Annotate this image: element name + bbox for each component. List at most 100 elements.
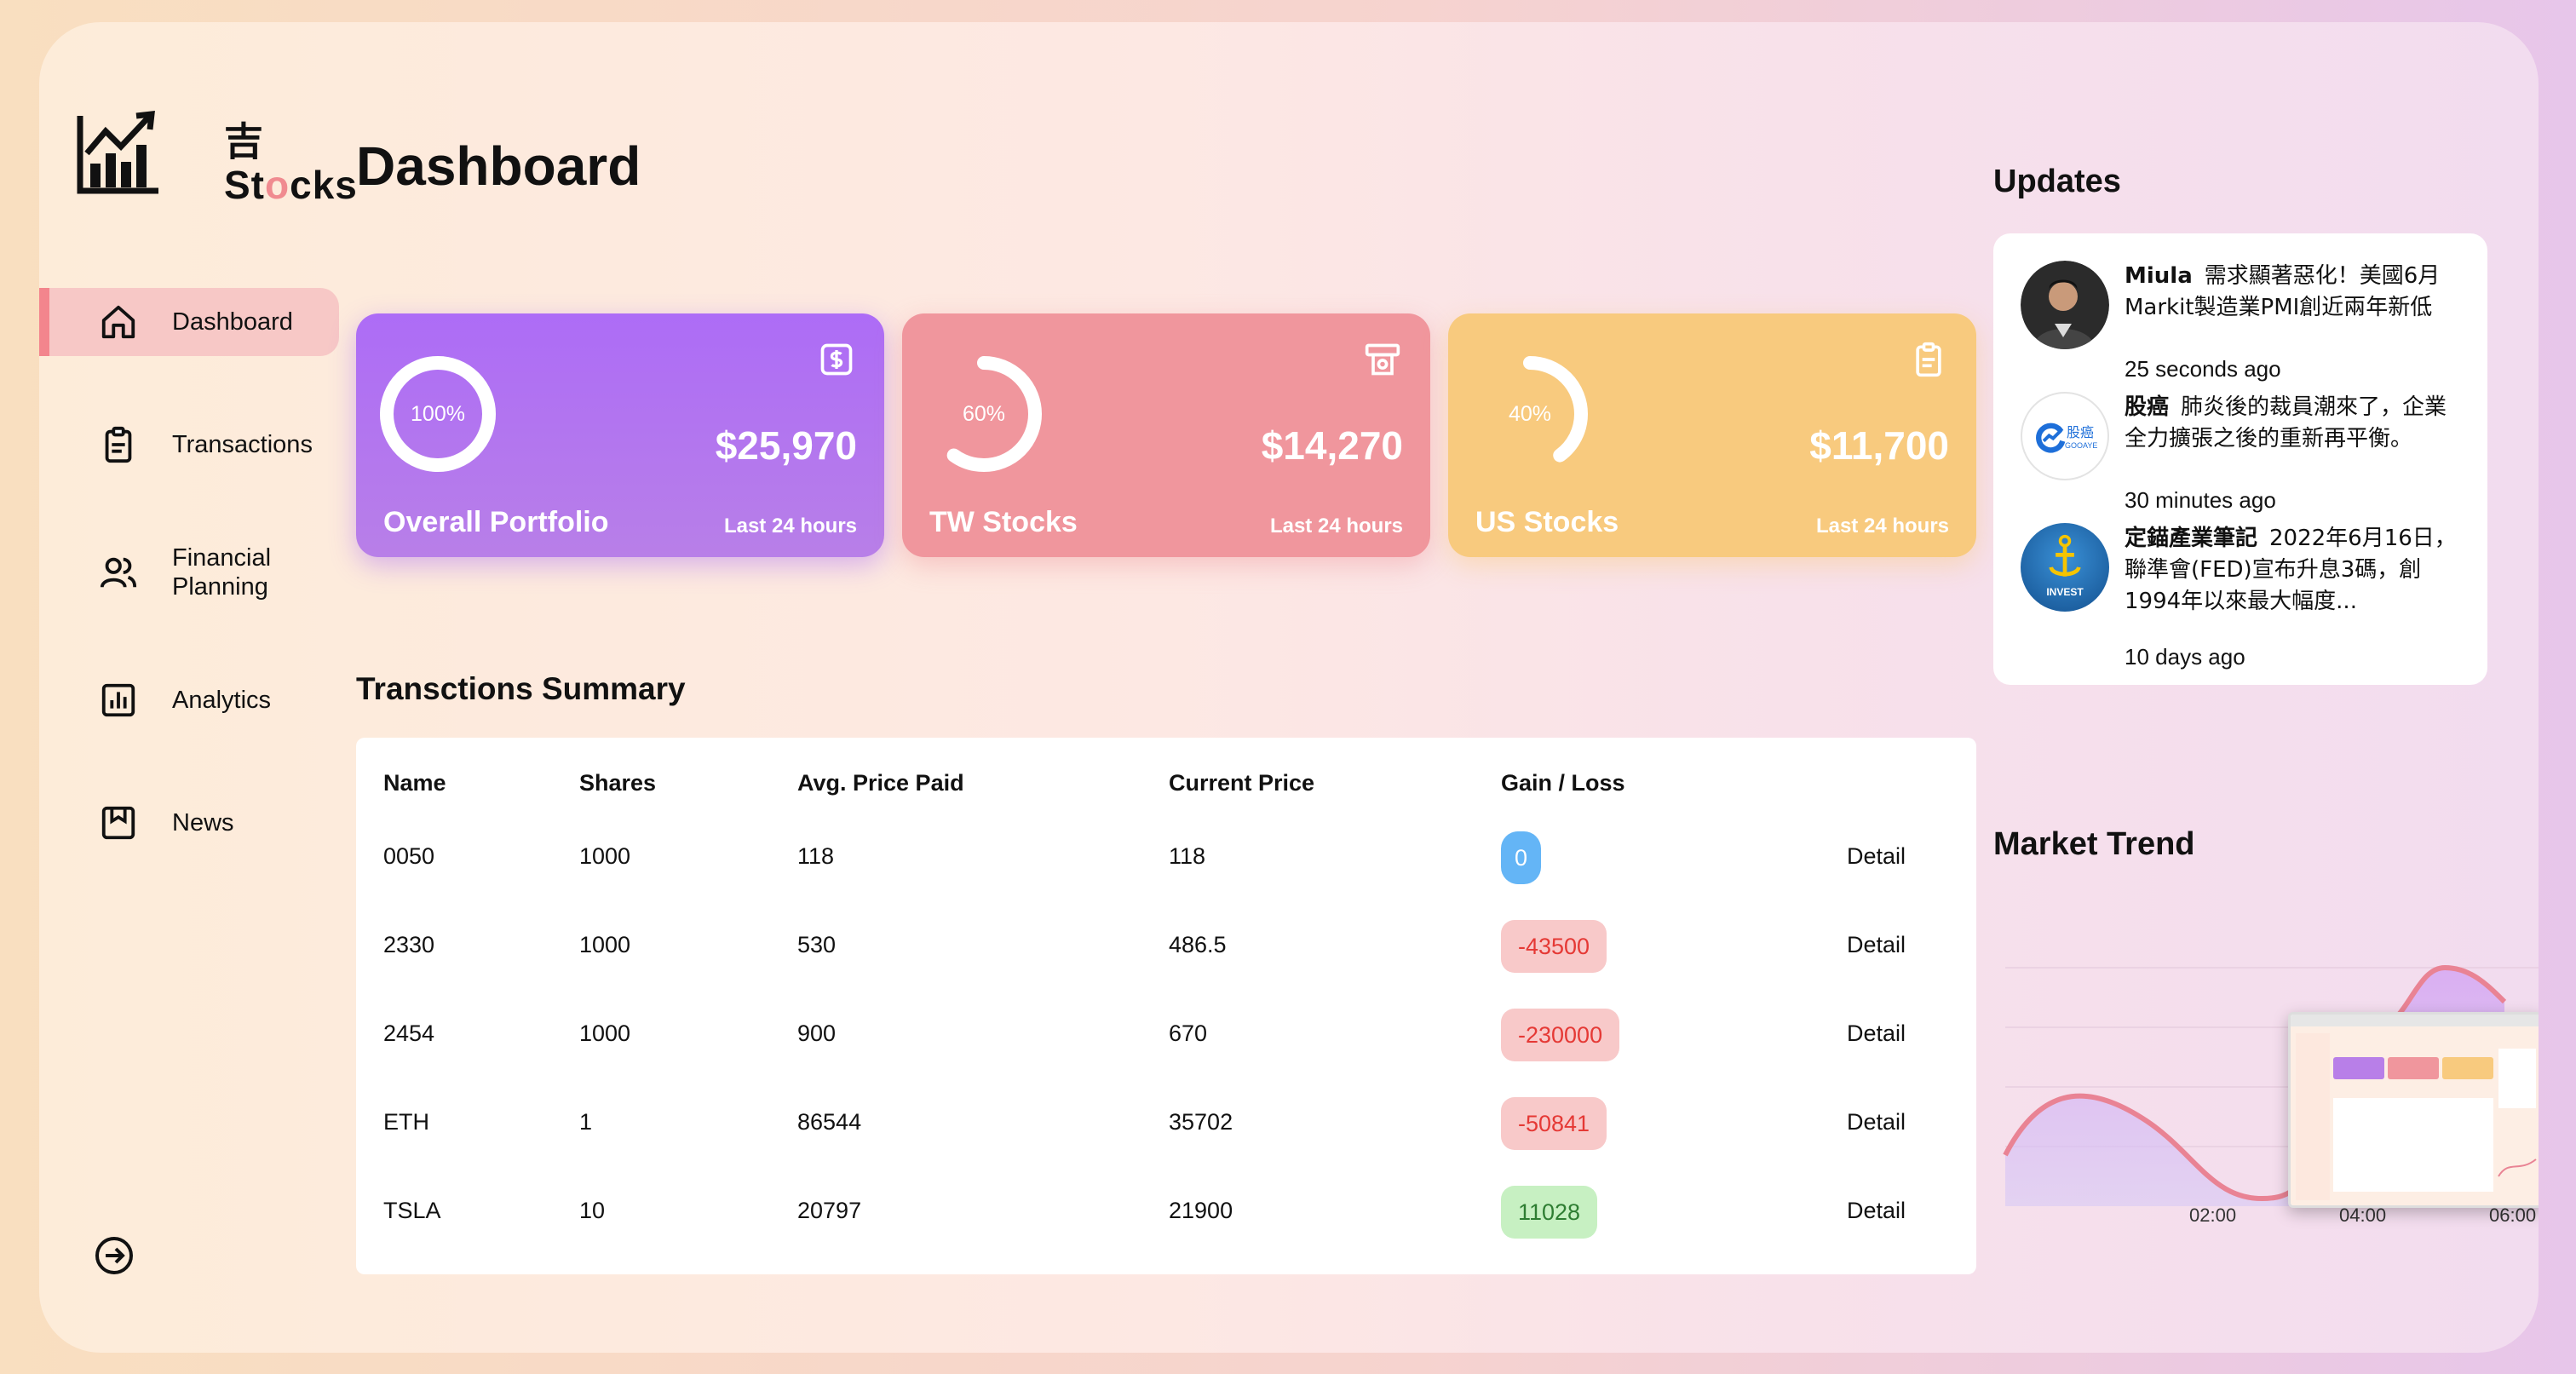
column-header: Current Price <box>1169 770 1315 796</box>
x-tick-label: 04:00 <box>2339 1204 2387 1226</box>
loss-badge: -50841 <box>1501 1097 1607 1150</box>
update-time: 30 minutes ago <box>2125 487 2276 513</box>
logo-text: INVEST <box>2046 586 2084 598</box>
cell-current-price: 35702 <box>1169 1109 1233 1135</box>
logo-subtext: GOOAYE <box>2065 441 2098 450</box>
loss-badge: -43500 <box>1501 920 1607 973</box>
card-label: TW Stocks <box>929 506 1078 538</box>
detail-link[interactable]: Detail <box>1847 932 1906 957</box>
cell-avg-price: 118 <box>797 843 835 869</box>
cell-current-price: 21900 <box>1169 1198 1233 1223</box>
anchor-icon <box>2049 534 2081 577</box>
gooaye-logo: 股癌 GOOAYE <box>2021 392 2109 480</box>
atm-icon <box>1365 343 1400 376</box>
thumbnail-preview <box>2291 1015 2539 1205</box>
cell-avg-price: 900 <box>797 1020 837 1046</box>
card-percent: 40% <box>1508 401 1552 426</box>
column-header: Shares <box>579 770 657 796</box>
update-text: 定錨產業筆記 2022年6月16日， 聯準會(FED)宣布升息3碼，創 1994年以來… <box>2125 526 2457 614</box>
app-window: 吉 Stocks Dashboard Transactions Financia… <box>39 22 2539 1353</box>
brand-logo[interactable]: 吉 Stocks <box>77 111 366 221</box>
cell-name: ETH <box>383 1109 429 1135</box>
table-row: 0050 1000 118 118 0 Detail <box>356 813 1976 901</box>
detail-link[interactable]: Detail <box>1847 1020 1906 1046</box>
sidebar-item-label: News <box>172 808 234 836</box>
dollar-icon <box>820 343 853 376</box>
anchor-invest-logo: INVEST <box>2021 523 2109 612</box>
cell-shares: 1000 <box>579 1020 631 1046</box>
card-sublabel: Last 24 hours <box>1269 515 1403 538</box>
updates-panel: Miula 需求顯著惡化！美國6月 Markit製造業PMI創近兩年新低 25 se… <box>1993 233 2487 685</box>
update-text: 股癌 肺炎後的裁員潮來了，企業 全力擴張之後的重新再平衡。 <box>2125 394 2447 451</box>
card-amount: $11,700 <box>1809 423 1949 468</box>
logout-icon[interactable] <box>94 1235 135 1276</box>
summary-title: Transctions Summary <box>356 671 686 706</box>
updates-title: Updates <box>1993 164 2121 199</box>
cell-name: 0050 <box>383 843 435 869</box>
card-sublabel: Last 24 hours <box>723 515 857 538</box>
cell-name: 2330 <box>383 932 435 957</box>
detail-link[interactable]: Detail <box>1847 1109 1906 1135</box>
column-header: Avg. Price Paid <box>797 770 964 796</box>
cell-shares: 1 <box>579 1109 593 1135</box>
cell-avg-price: 530 <box>797 932 837 957</box>
loss-badge: -230000 <box>1501 1009 1620 1061</box>
cell-shares: 10 <box>579 1198 606 1223</box>
x-tick-label: 02:00 <box>2189 1204 2237 1226</box>
sidebar-item-label: Analytics <box>172 686 272 714</box>
sidebar-nav: Dashboard Transactions Financial Planning… <box>39 288 339 911</box>
cell-avg-price: 20797 <box>797 1198 862 1223</box>
table-row: 2454 1000 900 670 -230000 Detail <box>356 990 1976 1078</box>
card-label: US Stocks <box>1475 506 1619 538</box>
cell-avg-price: 86544 <box>797 1109 862 1135</box>
cell-shares: 1000 <box>579 932 631 957</box>
table-row: ETH 1 86544 35702 -50841 Detail <box>356 1078 1976 1167</box>
page-title: Dashboard <box>356 135 641 197</box>
gain-badge: 0 <box>1501 831 1542 884</box>
sidebar-item-label: Financial Planning <box>172 544 272 601</box>
card-us-stocks[interactable]: 40% $11,700 US Stocks Last 24 hours <box>1448 313 1976 557</box>
card-overall-portfolio[interactable]: 100% $25,970 Overall Portfolio Last 24 h… <box>356 313 884 557</box>
transactions-table: Name Shares Avg. Price Paid Current Pric… <box>356 738 1976 1274</box>
users-icon <box>100 557 137 588</box>
card-sublabel: Last 24 hours <box>1815 515 1949 538</box>
brand-name: Stocks <box>224 163 358 207</box>
detail-link[interactable]: Detail <box>1847 1198 1906 1223</box>
update-text: Miula 需求顯著惡化！美國6月 Markit製造業PMI創近兩年新低 <box>2125 263 2441 320</box>
card-tw-stocks[interactable]: 60% $14,270 TW Stocks Last 24 hours <box>902 313 1430 557</box>
progress-ring <box>380 356 496 472</box>
progress-ring <box>926 356 1042 472</box>
update-time: 25 seconds ago <box>2125 356 2281 382</box>
clipboard-icon <box>105 426 132 463</box>
brand-kanji: 吉 <box>224 118 263 164</box>
sidebar-item-dashboard[interactable]: Dashboard <box>39 288 339 356</box>
chart-icon <box>101 683 135 717</box>
person-avatar <box>2021 261 2109 349</box>
table-header-row: Name Shares Avg. Price Paid Current Pric… <box>356 738 1976 826</box>
cell-current-price: 486.5 <box>1169 932 1227 957</box>
update-time: 10 days ago <box>2125 644 2245 670</box>
progress-ring <box>1472 356 1588 472</box>
sidebar-item-news[interactable]: News <box>39 789 339 857</box>
detail-link[interactable]: Detail <box>1847 843 1906 869</box>
cell-shares: 1000 <box>579 843 631 869</box>
cell-current-price: 118 <box>1169 843 1206 869</box>
sidebar-item-analytics[interactable]: Analytics <box>39 666 339 734</box>
card-percent: 60% <box>962 401 1006 426</box>
stocks-logo-icon <box>77 111 158 194</box>
chart-logo-icon <box>2036 423 2066 453</box>
table-row: TSLA 10 20797 21900 11028 Detail <box>356 1167 1976 1256</box>
cell-name: TSLA <box>383 1198 441 1223</box>
logo-text: 股癌 <box>2067 424 2095 440</box>
sidebar-item-label: Dashboard <box>172 308 293 336</box>
x-tick-label: 06:00 <box>2489 1204 2537 1226</box>
sidebar-item-transactions[interactable]: Transactions <box>39 411 339 479</box>
column-header: Gain / Loss <box>1501 770 1625 796</box>
card-label: Overall Portfolio <box>383 506 609 538</box>
screenshot-thumbnail[interactable] <box>2288 1012 2539 1208</box>
card-percent: 100% <box>411 401 465 426</box>
card-amount: $14,270 <box>1261 423 1403 468</box>
table-row: 2330 1000 530 486.5 -43500 Detail <box>356 901 1976 990</box>
card-amount: $25,970 <box>715 423 857 468</box>
sidebar-item-financial-planning[interactable]: Financial Planning <box>39 533 339 612</box>
